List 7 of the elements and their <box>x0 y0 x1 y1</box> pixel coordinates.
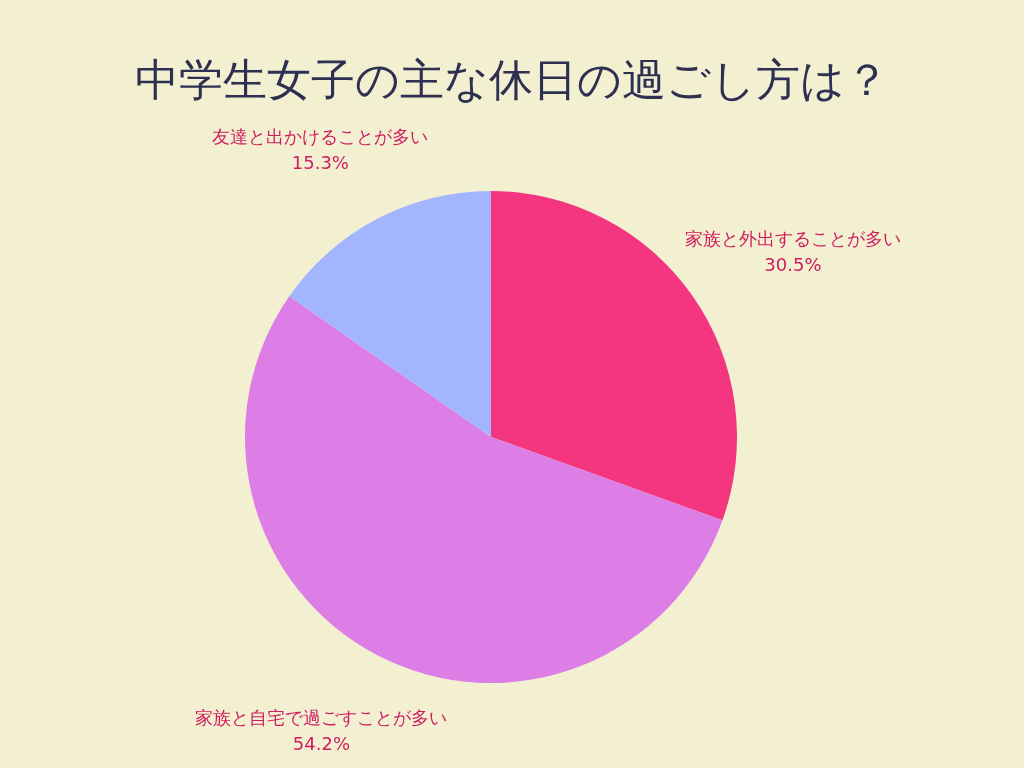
slice-label: 家族と外出することが多い <box>684 227 901 249</box>
data-label: 54.2% <box>292 732 351 754</box>
chart-title: 中学生女子の主な休日の過ごし方は？ <box>135 54 889 105</box>
data-label: 15.3% <box>291 151 349 173</box>
data-label: 30.5% <box>764 253 822 275</box>
slice-label: 友達と出かけることが多い <box>212 125 429 147</box>
slice-label: 家族と自宅で過ごすことが多い <box>195 706 448 728</box>
